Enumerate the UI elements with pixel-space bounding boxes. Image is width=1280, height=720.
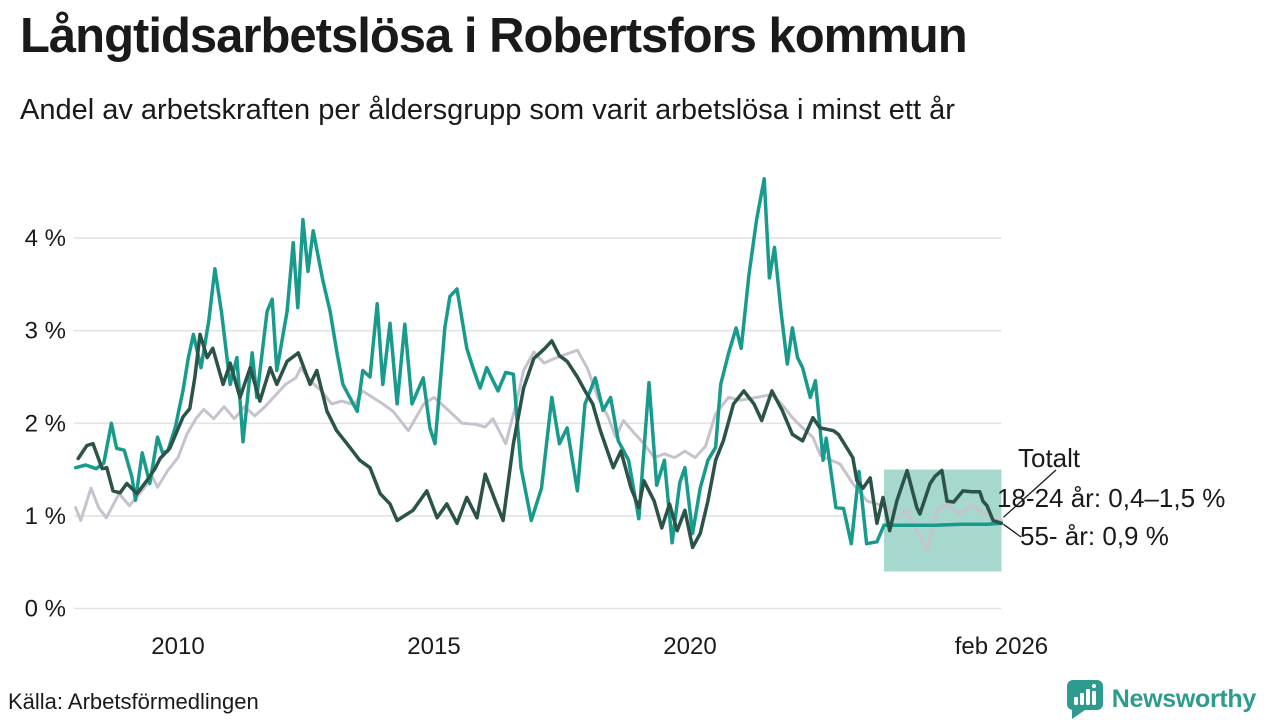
annotation-18-24: 18-24 år: 0,4–1,5 % xyxy=(997,483,1226,513)
newsworthy-logo-icon xyxy=(1066,680,1103,719)
annotation-connector-line xyxy=(1003,523,1022,538)
x-tick-label: 2015 xyxy=(407,633,460,660)
x-tick-label: feb 2026 xyxy=(955,633,1048,660)
exclamation-dot xyxy=(1091,684,1096,688)
y-tick-label: 2 % xyxy=(25,410,66,437)
annotation-55plus: 55- år: 0,9 % xyxy=(1020,521,1169,551)
x-tick-label: 2020 xyxy=(663,633,716,660)
bar-small xyxy=(1073,697,1078,705)
newsworthy-logo-text: Newsworthy xyxy=(1111,684,1257,713)
y-tick-label: 0 % xyxy=(25,596,66,623)
y-tick-label: 3 % xyxy=(25,318,66,345)
y-tick-label: 4 % xyxy=(25,225,66,252)
series-line-55-r xyxy=(76,332,1004,550)
series-line-totalt xyxy=(74,348,1003,552)
series-line-18-24-r xyxy=(73,177,1004,546)
source-credit: Källa: Arbetsförmedlingen xyxy=(8,689,259,714)
x-tick-label: 2010 xyxy=(151,633,204,660)
newsworthy-logo: Newsworthy xyxy=(1063,678,1256,720)
bar-tall xyxy=(1085,689,1090,705)
y-tick-label: 1 % xyxy=(25,503,66,530)
forecast-band-18-24 xyxy=(884,469,1002,572)
annotation-connector-line xyxy=(1003,469,1057,518)
speech-bubble-shape xyxy=(1066,680,1103,719)
exclamation-bar xyxy=(1091,691,1096,705)
bar-medium xyxy=(1079,693,1084,705)
chart-subtitle: Andel av arbetskraften per åldersgrupp s… xyxy=(20,94,955,126)
page-title: Långtidsarbetslösa i Robertsfors kommun xyxy=(20,9,968,63)
annotation-total: Totalt xyxy=(1018,443,1081,473)
